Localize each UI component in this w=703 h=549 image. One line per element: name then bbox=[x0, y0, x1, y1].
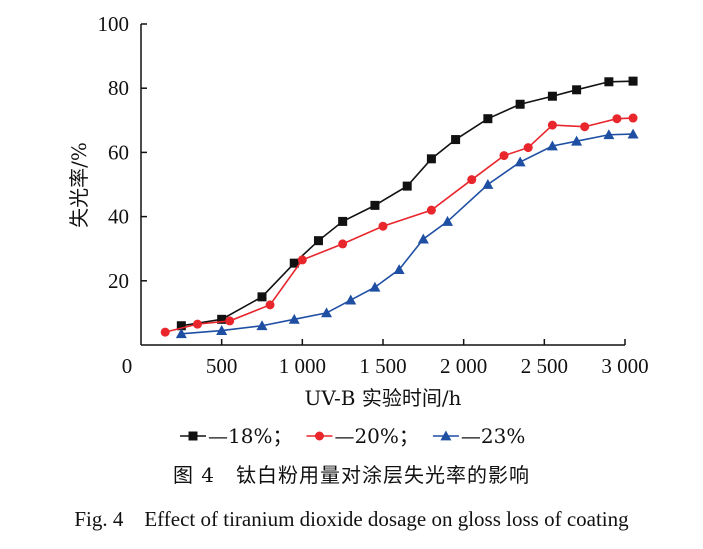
data-point bbox=[160, 327, 170, 337]
series-layer bbox=[160, 76, 639, 339]
data-point bbox=[547, 91, 557, 101]
series-line bbox=[181, 133, 634, 335]
data-point bbox=[257, 292, 267, 302]
figure-caption-chinese: 图 4 钛白粉用量对涂层失光率的影响 bbox=[172, 463, 531, 487]
data-point bbox=[289, 258, 299, 268]
y-tick-label: 100 bbox=[98, 12, 130, 36]
data-point bbox=[402, 181, 412, 191]
data-point bbox=[288, 313, 300, 324]
data-point bbox=[378, 221, 388, 231]
data-point bbox=[482, 179, 494, 189]
data-point bbox=[369, 281, 381, 292]
y-ticks: 20 40 60 80 100 bbox=[98, 12, 147, 293]
series-line bbox=[165, 117, 634, 333]
data-point bbox=[216, 325, 228, 335]
data-point bbox=[547, 120, 557, 130]
data-point bbox=[175, 328, 187, 339]
data-point bbox=[442, 215, 454, 226]
data-point bbox=[580, 122, 590, 132]
data-point bbox=[393, 264, 405, 274]
legend-item: —18%； bbox=[180, 424, 292, 448]
data-point bbox=[603, 129, 615, 140]
legend-marker bbox=[314, 431, 324, 441]
data-point bbox=[321, 307, 333, 318]
data-point bbox=[297, 255, 307, 265]
chart-canvas: 20 40 60 80 100 500 1 000 1 500 2 000 2 500 3 000… bbox=[67, 12, 649, 448]
data-point bbox=[217, 314, 227, 324]
data-point bbox=[604, 77, 614, 87]
x-tick-label: 2 500 bbox=[521, 354, 568, 378]
data-point bbox=[225, 316, 235, 326]
data-point bbox=[265, 300, 275, 310]
legend-item: —23% bbox=[432, 424, 525, 448]
data-point bbox=[523, 143, 533, 153]
data-point bbox=[546, 140, 558, 151]
data-point bbox=[515, 99, 525, 109]
y-tick-label: 20 bbox=[108, 269, 129, 293]
data-point bbox=[467, 175, 477, 185]
data-point bbox=[627, 128, 639, 139]
data-point bbox=[483, 114, 493, 124]
data-point bbox=[345, 294, 357, 305]
legend-marker bbox=[188, 431, 198, 441]
figure-caption-english: Fig. 4 Effect of tiranium dioxide dosage… bbox=[74, 507, 629, 531]
data-point bbox=[572, 85, 582, 95]
legend-label: —23% bbox=[461, 424, 525, 448]
series-line bbox=[181, 80, 634, 327]
legend-label: —20%； bbox=[334, 424, 418, 448]
y-tick-label: 40 bbox=[108, 205, 129, 229]
data-point bbox=[176, 321, 186, 331]
data-point bbox=[499, 151, 509, 161]
data-point bbox=[628, 113, 638, 123]
data-point bbox=[571, 135, 583, 146]
x-tick-label: 1 500 bbox=[359, 354, 406, 378]
x-axis-title: UV-B 实验时间/h bbox=[305, 386, 462, 410]
data-point bbox=[370, 200, 380, 210]
series-triangle bbox=[175, 128, 639, 339]
series-square bbox=[176, 76, 638, 331]
legend-marker bbox=[440, 430, 452, 441]
data-point bbox=[514, 156, 526, 167]
data-point bbox=[426, 205, 436, 215]
series-circle bbox=[160, 113, 638, 337]
x-tick-label: 500 bbox=[206, 354, 238, 378]
data-point bbox=[612, 114, 622, 124]
x-tick-label: 1 000 bbox=[279, 354, 326, 378]
legend-label: —18%； bbox=[208, 424, 292, 448]
x-tick-label: 3 000 bbox=[601, 354, 648, 378]
x-origin-label: 0 bbox=[122, 354, 133, 378]
legend: —18%； —20%； —23% bbox=[180, 424, 525, 448]
data-point bbox=[338, 216, 348, 226]
data-point bbox=[338, 239, 348, 249]
legend-item: —20%； bbox=[306, 424, 419, 448]
x-ticks: 500 1 000 1 500 2 000 2 500 3 000 bbox=[206, 339, 649, 378]
data-point bbox=[426, 154, 436, 164]
data-point bbox=[256, 320, 268, 331]
data-point bbox=[417, 233, 429, 244]
data-point bbox=[192, 319, 202, 329]
data-point bbox=[313, 236, 323, 246]
y-tick-label: 80 bbox=[108, 76, 129, 100]
x-tick-label: 2 000 bbox=[440, 354, 487, 378]
y-tick-label: 60 bbox=[108, 140, 129, 164]
data-point bbox=[451, 135, 461, 145]
data-point bbox=[628, 76, 638, 86]
y-axis-title: 失光率/% bbox=[67, 142, 91, 228]
